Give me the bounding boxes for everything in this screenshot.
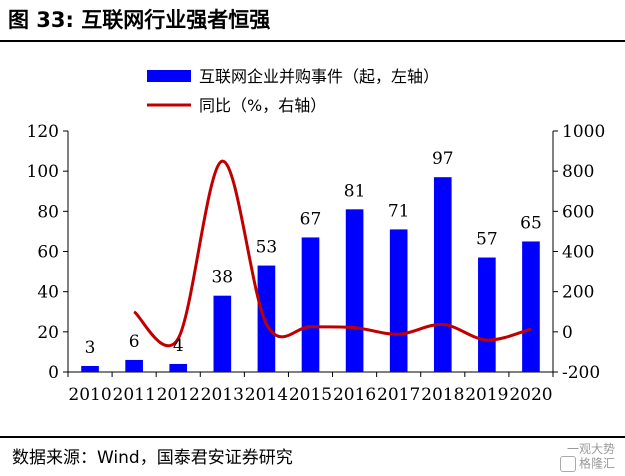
bar-data-label: 65 xyxy=(520,213,542,233)
right-tick-label: 1000 xyxy=(562,122,605,142)
right-tick-label: 400 xyxy=(562,243,594,263)
figure-title: 图 33: 互联网行业强者恒强 xyxy=(8,8,271,32)
x-tick-label: 2019 xyxy=(465,385,508,405)
bar xyxy=(389,229,408,372)
bar xyxy=(81,365,99,372)
bar-data-label: 57 xyxy=(476,230,498,250)
left-tick-label: 120 xyxy=(27,122,59,142)
x-tick-label: 2012 xyxy=(157,385,200,405)
x-tick-label: 2013 xyxy=(201,385,244,405)
chart-axes: 0 20 40 60 80 100 120 -200 0 200 400 600 800 1000 2010… xyxy=(27,122,606,405)
watermark-logo-icon xyxy=(559,456,576,472)
bar xyxy=(213,295,232,372)
watermark-line1: 一观大势 xyxy=(566,442,615,456)
data-labels: 3 6 4 38 53 67 81 71 97 57 65 xyxy=(85,149,542,358)
x-tick-label: 2017 xyxy=(377,385,420,405)
bar-data-label: 38 xyxy=(211,268,233,288)
legend-bar-swatch xyxy=(147,70,191,82)
left-tick-label: 20 xyxy=(37,323,59,343)
bar xyxy=(522,241,540,372)
right-tick-label: 600 xyxy=(562,202,594,222)
source-rule xyxy=(0,436,625,438)
title-rule xyxy=(0,40,625,42)
x-tick-label: 2014 xyxy=(245,385,288,405)
source-note: 数据来源：Wind，国泰君安证券研究 xyxy=(12,448,293,468)
bar xyxy=(125,359,143,372)
chart-legend: 互联网企业并购事件（起，左轴） 同比（%，右轴） xyxy=(147,67,439,115)
right-tick-label: 0 xyxy=(562,323,573,343)
bar-data-label: 4 xyxy=(173,336,184,356)
left-tick-label: 100 xyxy=(27,162,59,182)
line-series xyxy=(133,159,532,348)
bar-data-label: 81 xyxy=(344,181,366,201)
right-tick-label: -200 xyxy=(562,363,600,383)
x-tick-label: 2011 xyxy=(113,385,156,405)
bar xyxy=(433,177,452,372)
right-tick-label: 800 xyxy=(562,162,594,182)
left-tick-label: 80 xyxy=(37,202,59,222)
x-tick-label: 2018 xyxy=(421,385,464,405)
left-tick-label: 60 xyxy=(37,243,59,263)
bar xyxy=(169,363,188,372)
bar-data-label: 71 xyxy=(388,201,410,221)
bar-data-label: 3 xyxy=(85,338,96,358)
yoy-line xyxy=(133,159,532,348)
bar xyxy=(345,209,364,372)
right-tick-label: 200 xyxy=(562,283,594,303)
combo-chart: 互联网企业并购事件（起，左轴）同比（%，右轴） 020406080100120-… xyxy=(27,67,606,405)
x-tick-label: 2015 xyxy=(289,385,332,405)
bar-series xyxy=(81,177,540,372)
bar xyxy=(478,257,496,372)
x-tick-label: 2010 xyxy=(68,385,111,405)
bar-data-label: 97 xyxy=(432,149,454,169)
legend-bar-label: 互联网企业并购事件（起，左轴） xyxy=(199,67,439,86)
bar-data-label: 6 xyxy=(129,332,140,352)
bar xyxy=(257,265,276,372)
watermark-line2: 格隆汇 xyxy=(578,456,615,471)
watermark: 一观大势 格隆汇 xyxy=(559,442,615,472)
legend-line-label: 同比（%，右轴） xyxy=(199,96,326,115)
x-tick-label: 2016 xyxy=(333,385,376,405)
bar-data-label: 53 xyxy=(256,238,278,258)
left-tick-label: 40 xyxy=(37,283,59,303)
bar-data-label: 67 xyxy=(300,209,322,229)
left-tick-label: 0 xyxy=(48,363,59,383)
x-tick-label: 2020 xyxy=(509,385,552,405)
bar xyxy=(301,237,320,372)
watermark-brand: 格隆汇 xyxy=(559,456,615,472)
